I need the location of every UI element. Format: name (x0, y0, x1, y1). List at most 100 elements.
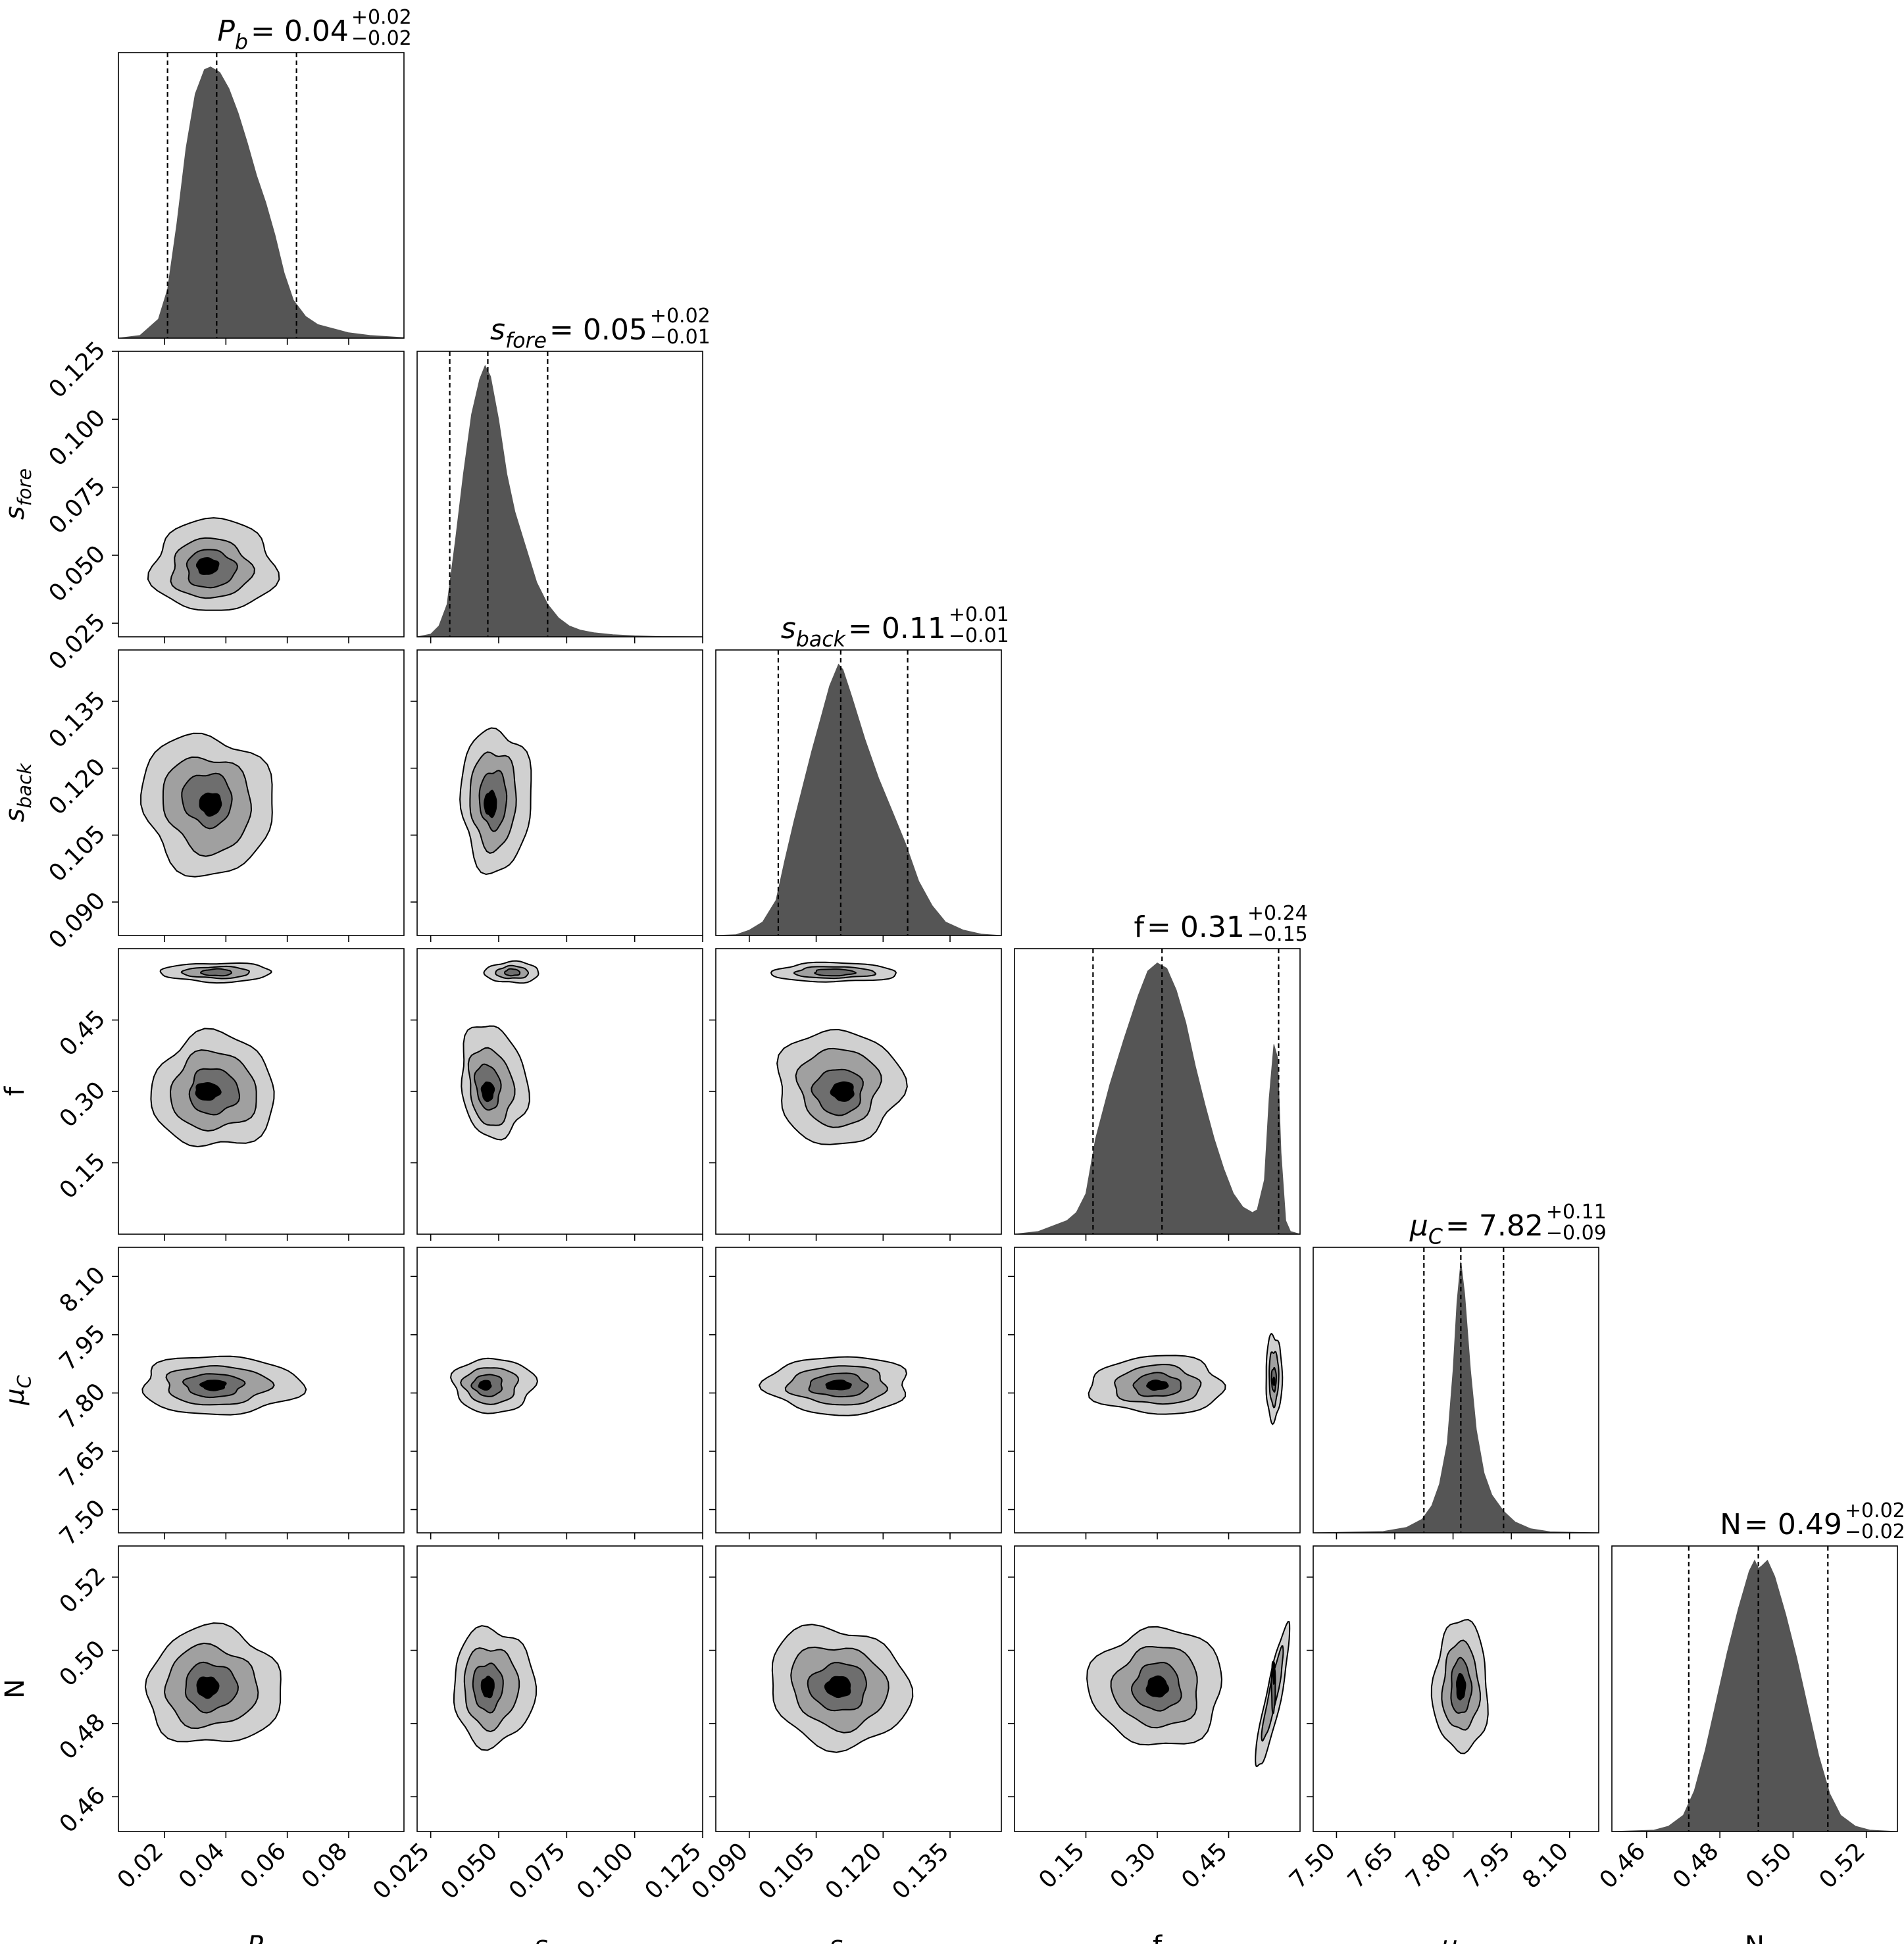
frame-muC (1313, 1247, 1599, 1533)
contour-panel-sback-muC (715, 1247, 1002, 1533)
y-tick-label-muC-2: 7.80 (55, 1378, 111, 1435)
contour-sfore-f-6 (480, 1082, 495, 1103)
y-axis-label-sfore: sfore (0, 468, 36, 520)
x-tick-label-sback-2: 0.120 (820, 1837, 888, 1905)
ticks-2-5 (709, 1576, 951, 1838)
title-err-minus-sback: −0.01 (949, 624, 1009, 647)
x-axis-label-sfore: sfore (534, 1931, 586, 1944)
contour-panel-sback-N (715, 1545, 1002, 1832)
frame-sback-N (715, 1545, 1002, 1832)
x-tick-label-sfore-2: 0.075 (504, 1837, 571, 1905)
x-tick-label-sfore-1: 0.050 (436, 1837, 503, 1905)
y-tick-label-N-1: 0.48 (55, 1708, 111, 1765)
y-tick-label-N-0: 0.46 (55, 1782, 111, 1839)
title-err-minus-f: −0.15 (1247, 923, 1308, 946)
ticks-0-4 (112, 1276, 349, 1539)
y-tick-label-sfore-3: 0.100 (43, 405, 111, 472)
x-axis-muC: 7.507.657.807.958.10 μC (1284, 1837, 1574, 1944)
y-axis-N: 0.46 0.48 0.50 0.52 N (0, 1562, 111, 1839)
contour-panel-Pb-muC (118, 1247, 405, 1533)
contour-sback-muC-3 (825, 1379, 852, 1391)
contour-Pb-f-2 (200, 968, 232, 977)
title-err-plus-f: +0.24 (1247, 902, 1308, 925)
contour-panel-sfore-N (416, 1545, 703, 1832)
ticks-4-4 (1336, 1533, 1570, 1539)
x-tick-label-Pb-0: 0.02 (113, 1837, 169, 1894)
frame-sfore-sback (416, 649, 703, 936)
title-err-minus-muC: −0.09 (1546, 1222, 1607, 1245)
y-tick-label-f-2: 0.45 (55, 1005, 111, 1062)
title-value-N: = 0.49 (1744, 1508, 1842, 1541)
contour-sfore-sback-3 (484, 789, 497, 818)
histogram-Pb (118, 66, 405, 339)
hist-panel-f: f = 0.31 +0.24−0.15 (1014, 902, 1308, 1235)
x-tick-label-muC-3: 7.95 (1459, 1837, 1516, 1894)
contour-f-muC-7 (1272, 1376, 1276, 1386)
y-tick-label-N-2: 0.50 (55, 1635, 111, 1692)
contour-panel-Pb-N (118, 1545, 405, 1832)
y-tick-label-muC-1: 7.65 (55, 1436, 111, 1493)
y-axis-label-N: N (0, 1679, 30, 1699)
title-value-f: = 0.31 (1147, 910, 1245, 944)
x-tick-label-f-0: 0.15 (1034, 1837, 1090, 1894)
frame-N (1611, 1545, 1898, 1832)
contour-sback-f-6 (830, 1081, 855, 1102)
frame-sfore-muC (416, 1247, 703, 1533)
y-tick-label-f-0: 0.15 (55, 1148, 111, 1205)
ticks-2-2 (749, 935, 951, 942)
x-tick-label-muC-1: 7.65 (1343, 1837, 1399, 1894)
ticks-1-2 (411, 701, 703, 942)
x-tick-label-Pb-3: 0.08 (297, 1837, 353, 1894)
frame-Pb-N (118, 1545, 405, 1832)
histogram-N (1611, 1559, 1898, 1832)
frame-Pb-sfore (118, 351, 405, 637)
title-value-muC: = 7.82 (1445, 1209, 1543, 1243)
x-tick-label-sback-1: 0.105 (753, 1837, 820, 1905)
histogram-muC (1313, 1261, 1599, 1533)
ticks-0-0 (164, 338, 349, 345)
title-err-plus-sback: +0.01 (949, 603, 1009, 626)
contour-Pb-f-6 (195, 1082, 222, 1101)
title-f: f (1134, 910, 1145, 944)
hist-panel-Pb: Pb = 0.04 +0.02−0.02 (118, 6, 412, 339)
contour-f-muC-3 (1146, 1379, 1169, 1391)
title-err-minus-Pb: −0.02 (351, 27, 412, 50)
title-err-plus-muC: +0.11 (1546, 1201, 1607, 1224)
y-tick-label-muC-3: 7.95 (55, 1320, 111, 1376)
x-tick-label-muC-4: 8.10 (1517, 1837, 1574, 1894)
x-tick-label-sfore-3: 0.100 (572, 1837, 639, 1905)
x-tick-label-muC-0: 7.50 (1284, 1837, 1341, 1894)
x-tick-label-N-3: 0.52 (1814, 1837, 1870, 1894)
frame-sback (715, 649, 1002, 936)
contour-sfore-N-3 (480, 1676, 495, 1699)
hist-panel-N: N = 0.49 +0.02−0.02 (1611, 1499, 1904, 1832)
contour-sback-f-2 (814, 968, 857, 977)
y-tick-label-sback-0: 0.090 (43, 887, 111, 955)
title-muC: μC (1409, 1209, 1443, 1249)
contour-Pb-N-3 (196, 1676, 220, 1699)
ticks-4-5 (1307, 1576, 1570, 1838)
y-tick-label-sfore-0: 0.025 (43, 609, 111, 676)
x-tick-label-N-1: 0.48 (1668, 1837, 1724, 1894)
ticks-3-5 (1008, 1576, 1230, 1838)
ticks-1-1 (430, 637, 703, 643)
ticks-2-4 (709, 1276, 951, 1539)
y-axis-muC: 7.507.657.807.958.10 μC (0, 1262, 111, 1551)
x-axis-label-Pb: Pb (247, 1931, 275, 1944)
y-tick-label-muC-4: 8.10 (55, 1262, 111, 1318)
x-tick-label-sback-3: 0.135 (888, 1837, 955, 1905)
frame-sback-muC (715, 1247, 1002, 1533)
y-tick-label-f-1: 0.30 (55, 1076, 111, 1133)
frame-sfore-f (416, 948, 703, 1235)
contour-panel-Pb-sfore (118, 351, 405, 637)
ticks-2-3 (709, 1019, 951, 1241)
contour-panel-f-N (1014, 1545, 1301, 1832)
contour-sback-N-3 (824, 1676, 851, 1699)
title-err-plus-Pb: +0.02 (351, 6, 412, 29)
x-tick-label-muC-2: 7.80 (1401, 1837, 1457, 1894)
x-tick-label-f-1: 0.30 (1105, 1837, 1162, 1894)
